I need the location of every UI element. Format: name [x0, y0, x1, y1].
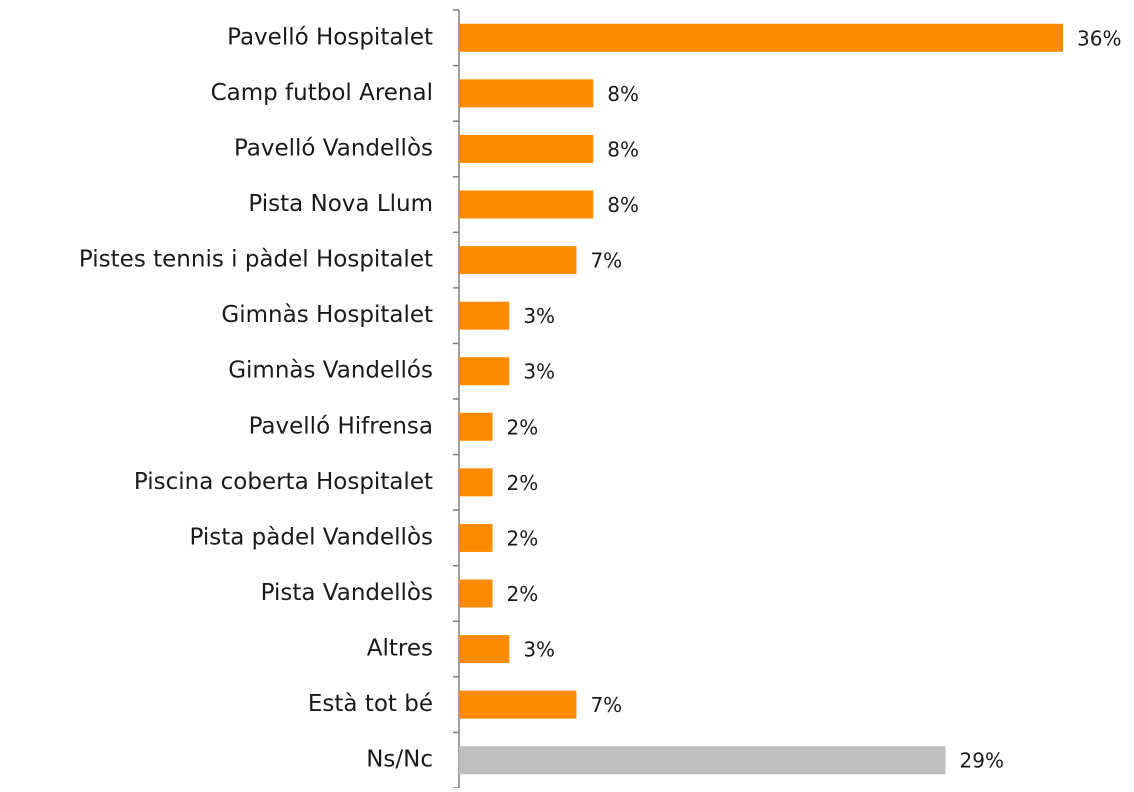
category-label: Pavelló Hifrensa [249, 413, 433, 439]
value-label: 2% [507, 471, 539, 495]
bar [459, 468, 493, 497]
bar [459, 246, 577, 275]
value-label: 3% [523, 304, 555, 328]
bar [459, 412, 493, 441]
value-label: 8% [607, 137, 639, 161]
category-label: Pistes tennis i pàdel Hospitalet [79, 247, 433, 273]
value-label: 36% [1077, 26, 1121, 50]
bar [459, 746, 946, 775]
bar [459, 690, 577, 719]
value-label: 3% [523, 360, 555, 384]
category-label: Camp futbol Arenal [211, 80, 433, 106]
bar [459, 579, 493, 608]
value-label: 7% [590, 693, 622, 717]
category-label: Està tot bé [308, 691, 433, 717]
value-label: 29% [960, 749, 1004, 773]
bar [459, 23, 1063, 52]
category-label: Pista pàdel Vandellòs [189, 524, 433, 550]
category-label: Pavelló Vandellòs [234, 135, 433, 161]
category-label: Gimnàs Hospitalet [221, 302, 433, 328]
category-label: Altres [367, 636, 433, 662]
category-label: Pavelló Hospitalet [227, 24, 433, 50]
category-label: Piscina coberta Hospitalet [134, 469, 433, 495]
value-label: 2% [507, 582, 539, 606]
value-label: 3% [523, 638, 555, 662]
category-label: Ns/Nc [366, 747, 433, 773]
value-label: 7% [590, 249, 622, 273]
bar [459, 523, 493, 552]
category-label: Pista Vandellòs [261, 580, 433, 606]
bar [459, 635, 510, 664]
category-label: Gimnàs Vandellós [228, 358, 433, 384]
bar [459, 357, 510, 386]
value-label: 8% [607, 193, 639, 217]
value-label: 2% [507, 526, 539, 550]
bar [459, 79, 594, 108]
category-label: Pista Nova Llum [248, 191, 433, 217]
bar [459, 134, 594, 163]
value-label: 2% [507, 415, 539, 439]
value-label: 8% [607, 82, 639, 106]
bar [459, 190, 594, 219]
bar [459, 301, 510, 330]
